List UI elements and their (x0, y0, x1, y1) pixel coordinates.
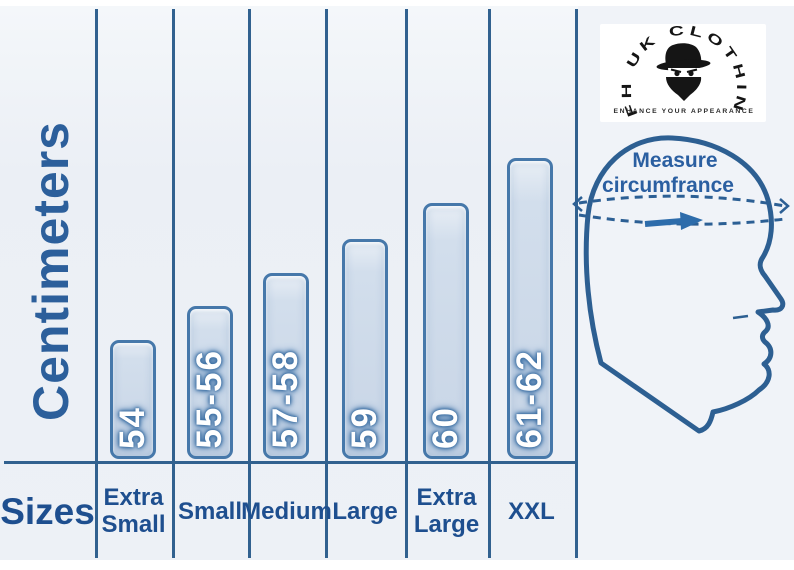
y-axis-label: Centimeters (23, 121, 79, 421)
size-label-medium: Medium (241, 497, 332, 525)
bar-large: 59 (342, 239, 388, 459)
bar-xxl: 61-62 (507, 158, 553, 459)
bar-small: 55-56 (187, 306, 233, 459)
bar-extra-large: 60 (423, 203, 469, 459)
direction-arrow-icon (644, 212, 703, 230)
cheek-line (732, 314, 749, 320)
measure-arrow-right-icon (779, 198, 790, 214)
bar-value-xxl: 61-62 (510, 349, 549, 449)
size-label-small: Small (177, 497, 243, 525)
head-profile-outline (583, 135, 786, 434)
bar-extra-small: 54 (110, 340, 156, 459)
column-divider-6 (488, 9, 491, 558)
size-label-extra-small: Extra Small (101, 484, 166, 538)
column-divider-4 (325, 9, 328, 558)
head-measurement-diagram: Measure circumfrance (572, 135, 790, 434)
bandit-face-icon (656, 43, 711, 101)
column-divider-1 (95, 9, 98, 558)
column-divider-7 (575, 9, 578, 558)
measure-label-line1: Measure (632, 149, 717, 172)
bar-value-large: 59 (345, 406, 384, 449)
brand-tagline: ENHANCE YOUR APPEARANCE (613, 108, 754, 115)
column-divider-3 (248, 9, 251, 558)
bar-value-extra-small: 54 (113, 406, 152, 449)
baseline-divider (4, 461, 578, 464)
column-divider-2 (172, 9, 175, 558)
x-axis-label: Sizes (0, 491, 95, 532)
measure-label-line2: circumfrance (602, 174, 734, 197)
bar-medium: 57-58 (263, 273, 309, 459)
bar-value-small: 55-56 (190, 349, 229, 449)
column-divider-5 (405, 9, 408, 558)
measure-ellipse-upper (578, 194, 786, 208)
size-label-xxl: XXL (508, 497, 555, 525)
bar-value-extra-large: 60 (426, 406, 465, 449)
brand-logo: FH UK CLOTHING ENHANCE YOUR APPEARANCE (598, 22, 766, 122)
size-label-large: Large (332, 497, 398, 525)
measure-arrow-left-icon (572, 196, 583, 212)
size-label-extra-large: Extra Large (413, 484, 480, 538)
bar-value-medium: 57-58 (266, 349, 305, 449)
